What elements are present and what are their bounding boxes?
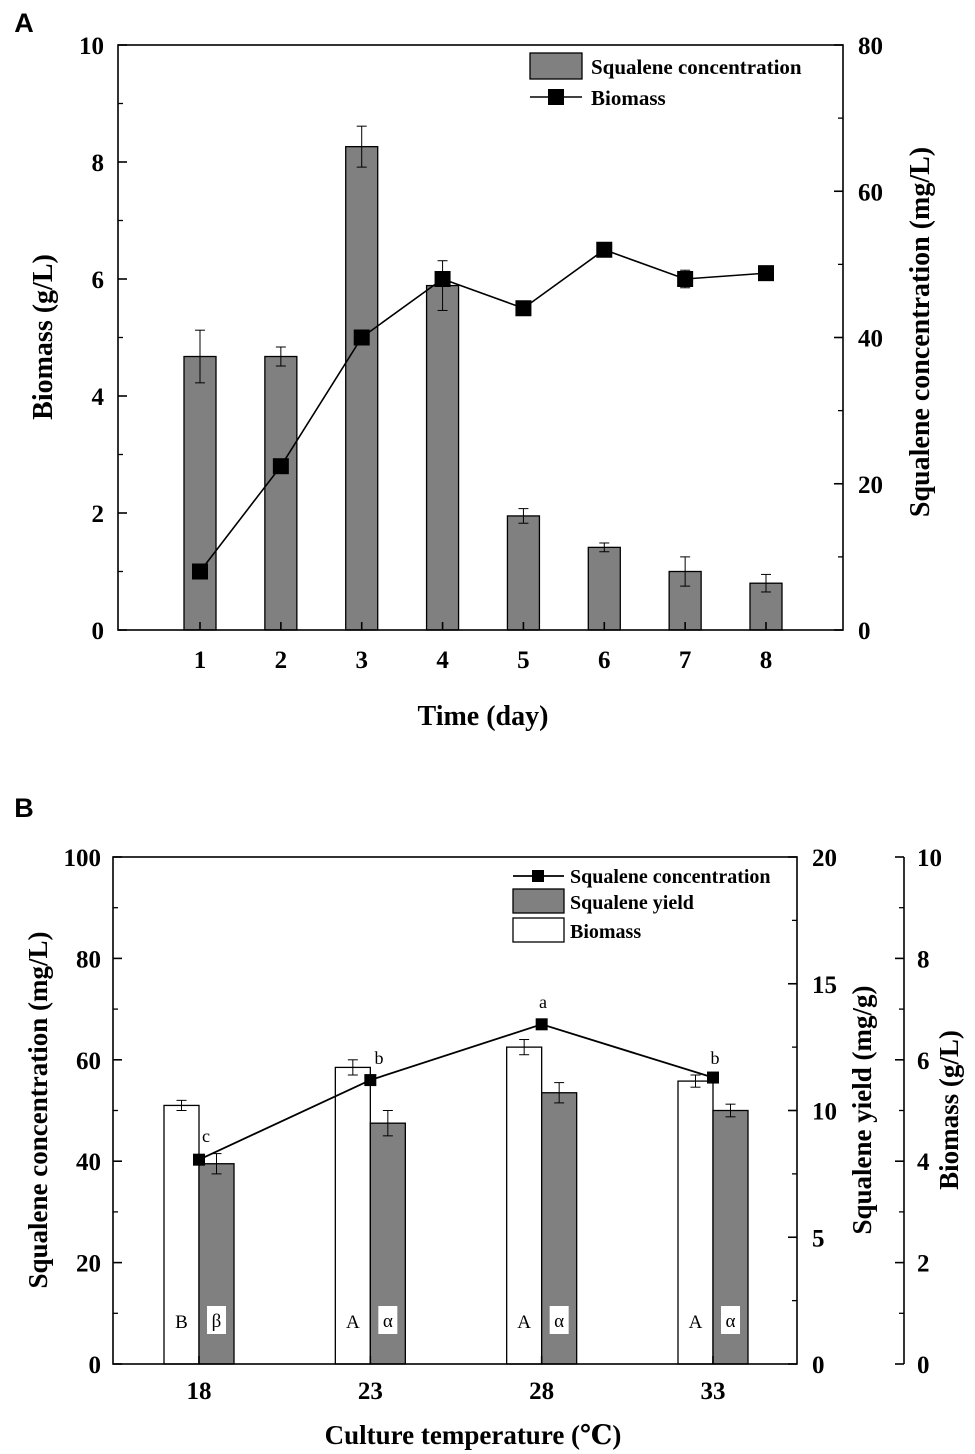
panel-b-left-tick-label: 20	[76, 1251, 101, 1278]
panel-b-line-squalene-concentration	[198, 1023, 714, 1161]
panel-b-sig-yield-box-18	[207, 1306, 226, 1334]
panel-b-right2-tick-label: 2	[917, 1251, 930, 1278]
panel-a-x-tick-label: 4	[436, 647, 449, 674]
panel-a-right-tick-label: 20	[858, 472, 883, 499]
panel-b-sig-concentration-33: b	[711, 1048, 720, 1068]
panel-b-right1-tick-label: 5	[812, 1225, 825, 1252]
panel-b-left-axis-title: Squalene concentration (mg/L)	[23, 932, 53, 1289]
panel-a-right-tick-label: 40	[858, 326, 883, 353]
panel-a-x-tick-label: 6	[598, 647, 611, 674]
panel-a-marker-biomass-day3	[353, 329, 370, 346]
panel-b-right2-tick-label: 6	[917, 1048, 930, 1075]
panel-b-legend-marker-concentration	[532, 870, 544, 882]
panel-a-plot-frame	[117, 44, 844, 631]
panel-b-sig-yield-box-33	[721, 1306, 740, 1334]
panel-b-sig-yield-box-28	[549, 1306, 569, 1334]
panel-b-sig-yield-18: β	[212, 1311, 222, 1332]
panel-b-bar-biomass-18	[163, 1104, 200, 1365]
panel-a-line-biomass	[199, 248, 767, 572]
panel-b-sig-biomass-23: A	[346, 1312, 360, 1333]
panel-b-right1-tick-label: 20	[812, 845, 837, 872]
panel-b-marker-concentration-28	[535, 1018, 548, 1031]
panel-a-left-tick-label: 6	[92, 267, 105, 294]
panel-a-bar-squalene-day5	[506, 515, 541, 631]
panel-b-x-tick-label: 28	[529, 1378, 554, 1405]
panel-a-bar-squalene-day4	[425, 284, 460, 631]
panel-b-x-axis-title: Culture temperature (℃)	[325, 1420, 622, 1450]
panel-a-bar-squalene-day6	[587, 546, 621, 631]
panel-a-bar-squalene-day2	[264, 355, 298, 631]
panel-b-right2-tick-label: 8	[917, 946, 930, 973]
panel-b-left-tick-label: 80	[76, 946, 101, 973]
panel-a-label: A	[14, 8, 34, 38]
panel-a-x-tick-label: 3	[355, 647, 368, 674]
panel-b-x-tick-label: 23	[358, 1378, 383, 1405]
panel-a-left-tick-label: 2	[92, 501, 105, 528]
panel-b-sig-concentration-28: a	[539, 992, 547, 1012]
panel-b-sig-concentration-18: c	[202, 1126, 210, 1146]
panel-a-marker-biomass-day4	[434, 271, 451, 287]
panel-b-marker-concentration-23	[364, 1074, 377, 1087]
panel-b-right2-tick-label: 0	[917, 1352, 930, 1379]
panel-a-right-tick-label: 80	[858, 33, 883, 60]
panel-b-right1-tick-label: 0	[812, 1352, 825, 1379]
panel-b-legend-swatch-biomass	[512, 917, 565, 943]
panel-b-right1-tick-label: 10	[812, 1099, 837, 1126]
panel-b-sig-yield-33: α	[726, 1311, 736, 1332]
panel-a-marker-biomass-day5	[515, 300, 532, 317]
panel-a-legend-swatch-squalene	[529, 52, 583, 80]
panel-b-left-tick-label: 0	[89, 1352, 102, 1379]
panel-b-right2-tick-label: 10	[917, 845, 942, 872]
panel-b-marker-concentration-18	[193, 1153, 205, 1166]
panel-b-sig-yield-box-23	[378, 1306, 398, 1334]
panel-b-left-tick-label: 60	[76, 1048, 101, 1075]
panel-a-x-tick-label: 7	[679, 647, 692, 674]
panel-b-right1-tick-label: 15	[812, 972, 837, 999]
panel-a-left-tick-label: 4	[92, 384, 105, 411]
panel-a-marker-biomass-day7	[677, 271, 694, 287]
panel-a-left-tick-label: 10	[79, 33, 104, 60]
panel-b-right2-axis-title: Biomass (g/L)	[934, 1030, 964, 1190]
panel-b-x-tick-label: 33	[701, 1378, 726, 1405]
panel-b-label: B	[14, 793, 34, 823]
panel-a-marker-biomass-day2	[272, 458, 289, 475]
panel-a-marker-biomass-day6	[596, 241, 613, 258]
panel-a-bar-squalene-day3	[345, 145, 379, 631]
panel-a-left-tick-label: 0	[92, 618, 105, 645]
panel-a-legend-label-squalene: Squalene concentration	[591, 55, 802, 79]
panel-a-right-tick-label: 0	[858, 618, 871, 645]
panel-a-legend-marker-biomass	[548, 89, 564, 105]
panel-b-left-tick-label: 100	[64, 845, 102, 872]
panel-b-legend-label-biomass: Biomass	[570, 921, 641, 943]
panel-a-right-tick-label: 60	[858, 179, 883, 206]
panel-b-right1-axis-title: Squalene yield (mg/g)	[847, 985, 877, 1234]
panel-b-sig-biomass-33: A	[689, 1312, 703, 1333]
panel-a-x-tick-label: 1	[194, 647, 207, 674]
panel-b-sig-biomass-28: A	[517, 1312, 531, 1333]
panel-b-right2-tick-label: 4	[917, 1149, 930, 1176]
panel-b-legend-label-yield: Squalene yield	[570, 892, 694, 914]
panel-a-x-tick-label: 8	[760, 647, 773, 674]
panel-a-bar-squalene-day1	[183, 355, 217, 631]
panel-a-x-axis-title: Time (day)	[418, 701, 549, 732]
panel-a-x-tick-label: 2	[275, 647, 288, 674]
panel-b-sig-biomass-18: B	[175, 1312, 188, 1333]
panel-b-sig-concentration-23: b	[375, 1048, 384, 1068]
panel-b-sig-yield-23: α	[383, 1311, 393, 1332]
panel-a-right-axis-title: Squalene concentration (mg/L)	[905, 147, 936, 517]
panel-a-marker-biomass-day1	[192, 563, 208, 580]
panel-b-left-tick-label: 40	[76, 1149, 101, 1176]
panel-a-x-tick-label: 5	[517, 647, 530, 674]
panel-a-left-axis-title: Biomass (g/L)	[28, 254, 59, 420]
panel-b-legend-swatch-yield	[512, 888, 565, 914]
panel-b-x-tick-label: 18	[187, 1378, 212, 1405]
panel-a-marker-biomass-day8	[758, 265, 774, 282]
panel-b-legend-label-concentration: Squalene concentration	[570, 866, 771, 888]
panel-a-left-tick-label: 8	[92, 150, 105, 177]
panel-a-legend-label-biomass: Biomass	[591, 86, 666, 110]
panel-b-marker-concentration-33	[707, 1071, 719, 1084]
panel-b-sig-yield-28: α	[554, 1311, 564, 1332]
panel-b-bar-biomass-23	[334, 1066, 371, 1365]
